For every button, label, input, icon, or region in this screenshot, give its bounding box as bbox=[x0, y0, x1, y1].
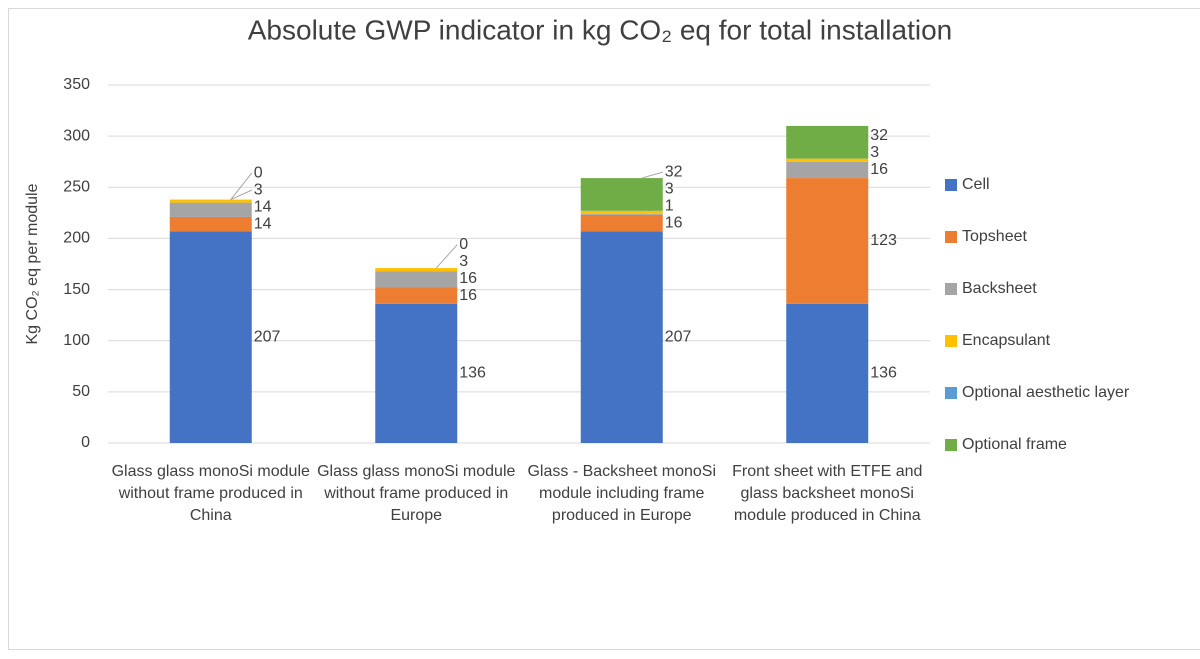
data-label: 32 bbox=[870, 127, 888, 144]
bar-segment bbox=[580, 210, 663, 214]
bar-segment bbox=[580, 213, 663, 215]
legend-label: Backsheet bbox=[962, 280, 1037, 297]
y-tick-label: 350 bbox=[63, 76, 90, 93]
data-label: 16 bbox=[665, 214, 683, 231]
chart-title: Absolute GWP indicator in kg CO₂ eq for … bbox=[248, 14, 952, 45]
bar-segment bbox=[375, 303, 458, 443]
data-label: 207 bbox=[665, 328, 692, 345]
bar-segment bbox=[169, 231, 252, 443]
legend-swatch bbox=[945, 231, 957, 243]
legend-label: Optional frame bbox=[962, 436, 1067, 453]
legend-swatch bbox=[945, 439, 957, 451]
bar-segment bbox=[169, 202, 252, 217]
data-label: 16 bbox=[459, 287, 477, 304]
bar-segment bbox=[786, 303, 869, 443]
bar-segment bbox=[375, 287, 458, 304]
data-label: 14 bbox=[254, 198, 272, 215]
legend-label: Cell bbox=[962, 176, 990, 193]
bar-segment bbox=[786, 161, 869, 179]
leader-line bbox=[230, 172, 253, 200]
bar-segment bbox=[580, 178, 663, 211]
y-tick-label: 300 bbox=[63, 127, 90, 144]
data-label: 14 bbox=[254, 215, 272, 232]
bar-segment bbox=[169, 216, 252, 232]
bar-segment bbox=[580, 214, 663, 232]
data-label: 32 bbox=[665, 163, 683, 180]
x-tick-label: Glass glass monoSi module without frame … bbox=[317, 463, 516, 524]
leader-line bbox=[435, 244, 458, 269]
legend-swatch bbox=[945, 387, 957, 399]
bar-segment bbox=[786, 158, 869, 162]
bar-segment bbox=[786, 178, 869, 304]
data-label: 16 bbox=[870, 161, 888, 178]
data-label: 0 bbox=[459, 236, 468, 253]
y-tick-label: 200 bbox=[63, 230, 90, 247]
x-tick-label: Glass glass monoSi module without frame … bbox=[111, 463, 310, 524]
bar-segment bbox=[580, 231, 663, 443]
x-tick-label: Glass - Backsheet monoSi module includin… bbox=[527, 463, 717, 524]
data-label: 3 bbox=[870, 144, 879, 161]
leader-line bbox=[641, 171, 663, 179]
leader-line bbox=[230, 189, 252, 201]
data-label: 136 bbox=[459, 365, 486, 382]
y-tick-label: 250 bbox=[63, 179, 90, 196]
legend-swatch bbox=[945, 179, 957, 191]
y-axis-label: Kg CO₂ eq per module bbox=[24, 183, 41, 344]
y-tick-label: 0 bbox=[81, 434, 90, 451]
legend-swatch bbox=[945, 283, 957, 295]
x-tick-label: Front sheet with ETFE and glass backshee… bbox=[732, 463, 923, 524]
data-label: 3 bbox=[665, 180, 674, 197]
bar-segment bbox=[375, 268, 458, 272]
legend-label: Topsheet bbox=[962, 228, 1027, 245]
bar-segment bbox=[786, 125, 869, 159]
data-label: 16 bbox=[459, 270, 477, 287]
y-tick-label: 50 bbox=[72, 383, 90, 400]
bar-segment bbox=[375, 271, 458, 288]
data-label: 3 bbox=[254, 181, 263, 198]
data-label: 0 bbox=[254, 164, 263, 181]
y-tick-label: 100 bbox=[63, 332, 90, 349]
data-label: 123 bbox=[870, 232, 897, 249]
data-label: 136 bbox=[870, 365, 897, 382]
data-label: 3 bbox=[459, 253, 468, 270]
legend-label: Encapsulant bbox=[962, 332, 1051, 349]
legend-swatch bbox=[945, 335, 957, 347]
bar-segment bbox=[169, 199, 252, 203]
data-label: 207 bbox=[254, 328, 281, 345]
data-label: 1 bbox=[665, 197, 674, 214]
legend-label: Optional aesthetic layer bbox=[962, 384, 1130, 401]
y-tick-label: 150 bbox=[63, 281, 90, 298]
